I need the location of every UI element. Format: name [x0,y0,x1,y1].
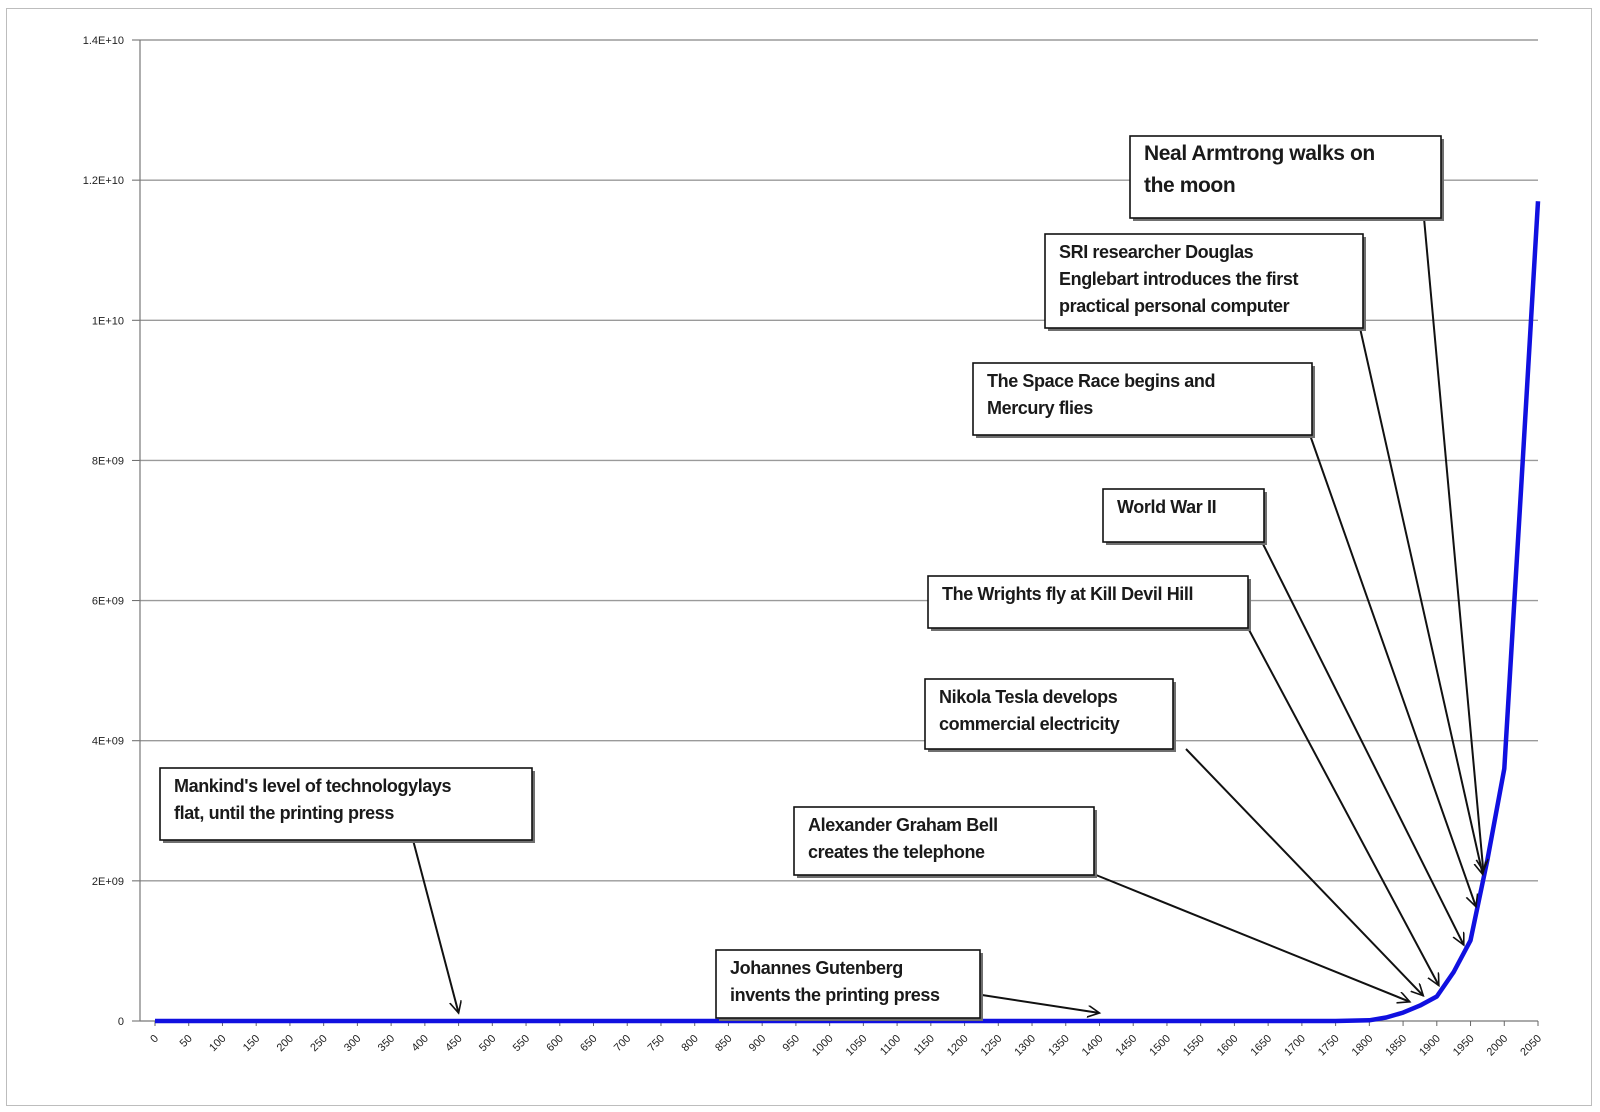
x-tick-label-19: 950 [781,1033,802,1054]
x-tick-label-23: 1150 [912,1033,937,1058]
annotations: Mankind's level of technologylays flat, u… [159,135,1444,1021]
series-line-0 [155,201,1541,1024]
x-tick-label-36: 1800 [1350,1033,1376,1059]
annotation-box-3 [924,678,1174,750]
x-tick-label-38: 1900 [1417,1033,1443,1059]
x-tick-label-37: 1850 [1383,1033,1409,1059]
annotation-text-0-0: Mankind's level of technologylays [174,776,452,796]
annotation-arrows [412,217,1483,1013]
annotation-arrow-5 [1261,541,1465,945]
x-tick-label-11: 550 [511,1033,532,1054]
annotation-text-7-1: Englebart introduces the first [1059,269,1298,289]
x-tick-label-14: 700 [612,1033,633,1054]
x-tick-label-20: 1000 [810,1033,836,1059]
annotation-box-2 [793,806,1095,876]
x-tick-label-34: 1700 [1282,1033,1308,1059]
x-tick-label-9: 450 [443,1033,464,1054]
x-tick-label-39: 1950 [1451,1033,1477,1059]
x-tick-label-8: 400 [410,1033,431,1054]
annotation-text-5-0: World War II [1117,497,1216,517]
annotation-arrow-8 [1423,217,1483,871]
annotation-text-6-1: Mercury flies [987,398,1093,418]
x-tick-label-0: 0 [148,1033,161,1046]
annotation-text-2-1: creates the telephone [808,842,985,862]
x-tick-label-2: 100 [207,1033,228,1054]
annotation-text-7-0: SRI researcher Douglas [1059,242,1254,262]
x-tick-label-24: 1200 [945,1033,971,1059]
x-tick-label-10: 500 [477,1033,498,1054]
x-tick-label-18: 900 [747,1033,768,1054]
annotation-arrow-3 [1185,748,1423,996]
y-tick-label-4: 8E+09 [92,455,124,467]
x-tick-label-3: 150 [241,1033,262,1054]
x-tick-label-30: 1500 [1147,1033,1173,1059]
annotation-box-6 [972,362,1313,436]
series-lines [155,201,1541,1024]
annotation-box-7 [1044,233,1364,329]
x-tick-label-35: 1750 [1316,1033,1342,1059]
annotation-box-5 [1102,488,1265,543]
y-tick-label-0: 0 [118,1016,124,1028]
annotation-text-3-0: Nikola Tesla develops [939,687,1118,707]
annotation-text-8-1: the moon [1144,174,1235,197]
annotation-box-8 [1129,135,1442,219]
y-tick-labels: 0 2E+09 4E+09 6E+09 8E+09 1E+10 1.2E+10 1.4E+10 [83,35,124,1028]
annotation-text-8-0: Neal Armtrong walks on [1144,142,1375,165]
x-tick-label-27: 1350 [1046,1033,1072,1059]
annotation-text-6-0: The Space Race begins and [987,371,1215,391]
annotation-text-1-1: invents the printing press [730,985,940,1005]
annotation-arrow-6 [1309,434,1476,907]
annotation-text-2-0: Alexander Graham Bell [808,815,998,835]
annotation-arrow-4 [1247,627,1440,986]
x-tick-label-1: 50 [178,1033,195,1050]
y-tick-label-6: 1.2E+10 [83,175,124,187]
x-tick-label-5: 250 [308,1033,329,1054]
x-tick-labels: 0 50 100 150 200 250 300 350 400 450 500 550 600 650 7… [148,1033,1544,1059]
annotation-box-1 [715,949,981,1019]
x-tick-label-28: 1400 [1080,1033,1106,1059]
y-tick-label-7: 1.4E+10 [83,35,124,47]
annotation-text-0-1: flat, until the printing press [174,803,394,823]
x-tick-label-6: 300 [342,1033,363,1054]
annotation-text-4-0: The Wrights fly at Kill Devil Hill [942,584,1193,604]
x-tick-label-41: 2050 [1518,1033,1544,1059]
x-tick-label-31: 1550 [1181,1033,1207,1059]
x-tick-label-13: 650 [578,1033,599,1054]
x-tick-label-32: 1600 [1215,1033,1241,1059]
y-tick-label-5: 1E+10 [92,315,124,327]
x-tick-label-17: 850 [713,1033,734,1054]
x-tick-label-15: 750 [646,1033,667,1054]
annotation-arrow-0 [412,839,459,1013]
annotation-arrow-1 [981,994,1099,1013]
x-tick-label-4: 200 [275,1033,296,1054]
x-tick-label-7: 350 [376,1033,397,1054]
x-tick-label-12: 600 [544,1033,565,1054]
annotation-text-7-2: practical personal computer [1059,296,1290,316]
annotation-box-0 [159,767,533,841]
x-tick-label-16: 800 [679,1033,700,1054]
annotation-arrow-7 [1359,327,1483,874]
y-tick-label-3: 6E+09 [92,596,124,608]
y-tick-label-2: 4E+09 [92,736,124,748]
x-tick-label-40: 2000 [1485,1033,1511,1059]
annotation-box-4 [927,575,1249,629]
x-tick-label-22: 1100 [878,1033,903,1058]
annotation-text-1-0: Johannes Gutenberg [730,958,903,978]
x-tick-label-25: 1250 [979,1033,1005,1059]
x-tick-label-26: 1300 [1012,1033,1038,1059]
annotation-text-3-1: commercial electricity [939,714,1120,734]
x-tick-label-33: 1650 [1248,1033,1274,1059]
x-tick-label-21: 1050 [844,1033,870,1059]
annotation-arrow-2 [1095,874,1410,1002]
x-tick-label-29: 1450 [1114,1033,1140,1059]
y-tick-label-1: 2E+09 [92,876,124,888]
